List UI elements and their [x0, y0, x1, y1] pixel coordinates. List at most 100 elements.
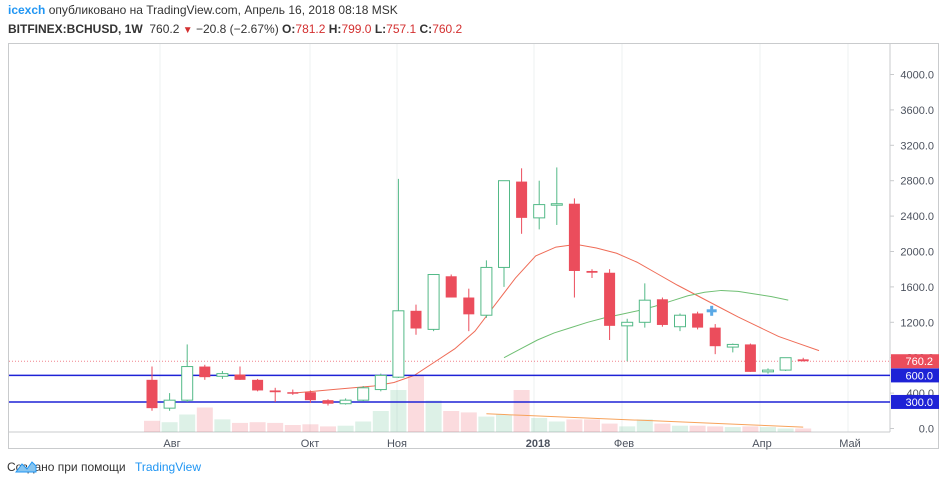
candle-body [779, 357, 792, 371]
author-name[interactable]: icexch [8, 3, 46, 17]
volume-bar [707, 426, 724, 432]
y-tick-label: 2800.0 [900, 176, 934, 188]
y-tick-label: 3200.0 [900, 140, 934, 152]
candle-body [287, 392, 299, 394]
volume-bar [636, 419, 653, 432]
candle-body [621, 321, 634, 327]
candle-body [339, 399, 352, 405]
chart-panel[interactable] [8, 43, 939, 449]
candle-body [762, 369, 774, 373]
candle-body [709, 327, 721, 347]
footer: Создано при помощи TradingView [7, 460, 201, 474]
candle-body [463, 297, 475, 315]
volume-bar [284, 425, 301, 432]
candle-body [269, 390, 281, 393]
volume-bar [372, 411, 389, 432]
volume-bar [214, 419, 231, 432]
volume-bar [724, 427, 741, 432]
candle-body [146, 379, 158, 409]
publish-line: icexch опубликовано на TradingView.com, … [8, 3, 398, 17]
candle-body [322, 400, 334, 404]
tradingview-logo-icon[interactable] [15, 460, 37, 474]
candle-body [604, 272, 616, 326]
volume-bar [584, 419, 600, 432]
x-tick-label: Май [839, 438, 861, 450]
candle-body [797, 359, 809, 362]
candle-body [674, 314, 686, 328]
volume-bar [478, 416, 495, 432]
candle-body [374, 374, 387, 391]
volume-bar [337, 425, 354, 432]
candle-body [199, 366, 211, 378]
candle-body [726, 343, 739, 348]
volume-bar [425, 400, 442, 432]
candle-body [656, 299, 668, 325]
ma-fast-line [292, 243, 820, 394]
high-value: 799.0 [341, 22, 372, 36]
last-price: 760.2 [149, 22, 180, 36]
symbol-label: BITFINEX:BCHUSD, 1W [8, 22, 143, 36]
volume-ma-line [486, 413, 804, 428]
x-tick-label: Фев [614, 438, 634, 450]
volume-bar [777, 428, 794, 432]
price-chart[interactable]: 4000.0 3600.0 3200.0 2800.0 2400.0 2000.0 1600… [0, 0, 946, 460]
candle-body [252, 379, 264, 391]
candle-body [427, 274, 440, 330]
candle-body [480, 266, 493, 316]
price-label-box [891, 368, 939, 383]
x-tick-label: 2018 [526, 438, 550, 450]
y-tick-label: 4000.0 [900, 70, 934, 82]
volume-bar [654, 423, 671, 432]
volume-bar [355, 421, 372, 432]
price-label-box [891, 354, 939, 369]
volume-bar [408, 376, 424, 432]
volume-bar [267, 422, 284, 432]
volume-bar [566, 419, 583, 432]
volume-bar [460, 412, 477, 432]
volume-bar [496, 414, 512, 432]
volume-bar [689, 425, 706, 432]
volume-bar [548, 421, 565, 432]
publish-info: опубликовано на TradingView.com, Апрель … [48, 3, 398, 17]
open-value: 781.2 [295, 22, 326, 36]
volume-bar [795, 428, 812, 432]
volume-bar [742, 426, 759, 432]
price-label-text: 300.0 [905, 397, 933, 409]
volume-bar [760, 427, 776, 432]
change-down-icon: ▼ [182, 25, 193, 36]
volume-bar [196, 407, 213, 432]
price-label-text: 760.2 [905, 356, 933, 368]
y-tick-label: 3600.0 [900, 105, 934, 117]
tradingview-link[interactable]: TradingView [134, 460, 202, 474]
volume-bar [601, 423, 618, 432]
volume-bar [144, 420, 160, 432]
candle-body [445, 276, 457, 298]
y-tick-label: 2000.0 [900, 247, 934, 259]
close-label: C: [419, 22, 433, 36]
close-value: 760.2 [432, 22, 463, 36]
volume-bar [161, 422, 178, 432]
symbol-line: BITFINEX:BCHUSD, 1W 760.2 ▼ −20.8 (−2.67… [8, 22, 462, 36]
open-label: O: [282, 22, 296, 36]
low-value: 757.1 [386, 22, 417, 36]
candle-body [638, 299, 651, 323]
candle-body [181, 366, 194, 401]
low-label: L: [374, 22, 387, 36]
volume-bar [443, 411, 460, 432]
price-label-text: 600.0 [905, 370, 933, 382]
candle-body [304, 392, 316, 401]
candle-body [498, 180, 510, 268]
x-tick-label: Ноя [387, 438, 407, 450]
x-tick-label: Окт [301, 438, 320, 450]
volume-bar [672, 425, 688, 432]
candle-body [533, 204, 546, 219]
candle-body [550, 203, 563, 206]
volume-bar [531, 418, 548, 432]
volume-bar [249, 422, 266, 432]
candle-body [744, 344, 756, 372]
y-tick-label: 2400.0 [900, 211, 934, 223]
candle-body [392, 310, 405, 378]
volume-bar [390, 390, 407, 432]
candle-body [357, 387, 370, 401]
candle-body [410, 310, 422, 329]
